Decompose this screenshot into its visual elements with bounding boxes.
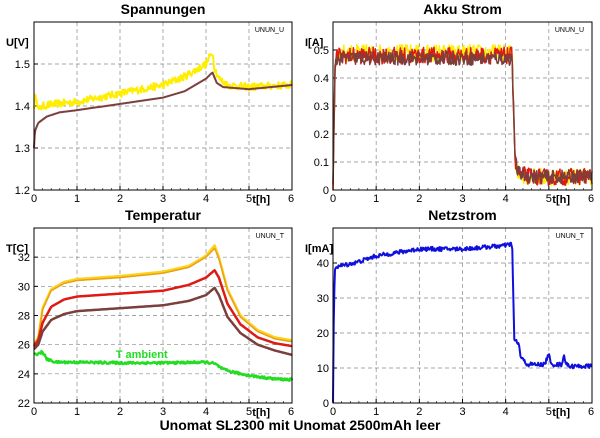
x-tick-label: 2 <box>416 406 422 418</box>
x-tick-label: 3 <box>459 193 465 205</box>
series-line-1 <box>33 71 293 149</box>
series-line-2 <box>332 50 593 186</box>
y-tick-label: 26 <box>18 340 30 352</box>
x-tick-label: 2 <box>416 193 422 205</box>
x-tick-label: 5 <box>246 193 252 205</box>
x-tick-label: 0 <box>330 193 336 205</box>
y-axis-label: I[mA] <box>305 243 333 255</box>
x-tick-label: 6 <box>288 193 294 205</box>
series-line-0 <box>332 241 593 403</box>
x-tick-label: 4 <box>203 193 209 205</box>
annotation-label: T ambient <box>116 349 168 361</box>
x-tick-label: 0 <box>31 406 37 418</box>
x-axis-label: t[h] <box>552 407 570 419</box>
chart-tag: UNUN_U <box>255 27 284 34</box>
chart-mains-current: 0 1 2 3 4 5 6 0 10 20 30 40 Netzstrom I[mA] t[h] UNUN_T <box>305 207 594 419</box>
y-tick-label: 0.3 <box>314 101 329 113</box>
y-tick-label: 30 <box>18 281 30 293</box>
y-tick-label: 1.2 <box>15 185 30 197</box>
x-tick-label: 6 <box>588 193 594 205</box>
x-tick-label: 2 <box>117 193 123 205</box>
series-line-0 <box>32 244 293 346</box>
plot-frame <box>33 21 293 191</box>
x-tick-label: 4 <box>203 406 209 418</box>
x-tick-label: 3 <box>459 406 465 418</box>
x-tick-label: 5 <box>246 406 252 418</box>
y-tick-label: 24 <box>18 369 30 381</box>
x-tick-label: 6 <box>288 406 294 418</box>
y-tick-label: 28 <box>18 311 30 323</box>
x-tick-label: 5 <box>546 193 552 205</box>
y-tick-label: 40 <box>317 258 329 270</box>
chart-tag: UNUN_T <box>256 233 285 240</box>
chart-battery-current: 0 1 2 3 4 5 6 0 0.1 0.2 0.3 0.4 0.5 Akku Strom I[A] t[h… <box>305 1 594 206</box>
series-line-2 <box>33 269 293 348</box>
chart-voltage: 0 1 2 3 4 5 6 1.2 1.3 1.4 1.5 Spannungen U[V] t[h] UNU… <box>6 1 294 206</box>
series-line-4 <box>33 349 294 382</box>
figure-title: Unomat SL2300 mit Unomat 2500mAh leer <box>160 417 441 433</box>
y-tick-label: 1.4 <box>15 101 30 113</box>
x-tick-label: 0 <box>31 193 37 205</box>
x-tick-label: 1 <box>373 406 379 418</box>
y-tick-label: 20 <box>317 328 329 340</box>
plot-frame <box>332 227 593 404</box>
y-tick-label: 0.4 <box>314 73 329 85</box>
chart-title: Temperatur <box>125 207 202 223</box>
y-tick-label: 0.2 <box>314 129 329 141</box>
x-tick-label: 4 <box>503 406 509 418</box>
x-axis-label: t[h] <box>252 407 270 419</box>
plot-frame <box>33 227 293 404</box>
x-tick-label: 4 <box>503 193 509 205</box>
chart-title: Akku Strom <box>423 1 502 17</box>
x-tick-label: 3 <box>160 406 166 418</box>
y-axis-label: T[C] <box>6 243 28 255</box>
x-axis-label: t[h] <box>252 194 270 206</box>
chart-title: Netzstrom <box>428 207 496 223</box>
y-tick-label: 30 <box>317 293 329 305</box>
y-tick-label: 0 <box>323 398 329 410</box>
x-tick-label: 1 <box>373 193 379 205</box>
y-tick-label: 0 <box>323 185 329 197</box>
x-tick-label: 0 <box>330 406 336 418</box>
y-tick-label: 10 <box>317 363 329 375</box>
plot-frame <box>332 21 593 191</box>
x-axis-label: t[h] <box>552 194 570 206</box>
y-tick-label: 1.5 <box>15 59 30 71</box>
x-tick-label: 5 <box>546 406 552 418</box>
y-axis-label: U[V] <box>6 37 29 49</box>
x-tick-label: 3 <box>160 193 166 205</box>
chart-tag: UNUN_U <box>555 27 584 34</box>
chart-tag: UNUN_T <box>556 233 585 240</box>
x-tick-label: 6 <box>588 406 594 418</box>
y-tick-label: 32 <box>18 252 30 264</box>
chart-temperature: 0 1 2 3 4 5 6 22 24 26 28 30 32 T ambient Temperatur T[… <box>6 207 294 419</box>
y-tick-label: 0.1 <box>314 157 329 169</box>
y-tick-label: 22 <box>18 398 30 410</box>
x-tick-label: 1 <box>74 406 80 418</box>
chart-title: Spannungen <box>121 1 206 17</box>
series-line-1 <box>33 247 293 346</box>
y-tick-label: 1.3 <box>15 143 30 155</box>
series-line-3 <box>33 286 293 357</box>
x-tick-label: 2 <box>117 406 123 418</box>
x-tick-label: 1 <box>74 193 80 205</box>
y-axis-label: I[A] <box>305 37 324 49</box>
y-tick-label: 0.5 <box>314 45 329 57</box>
